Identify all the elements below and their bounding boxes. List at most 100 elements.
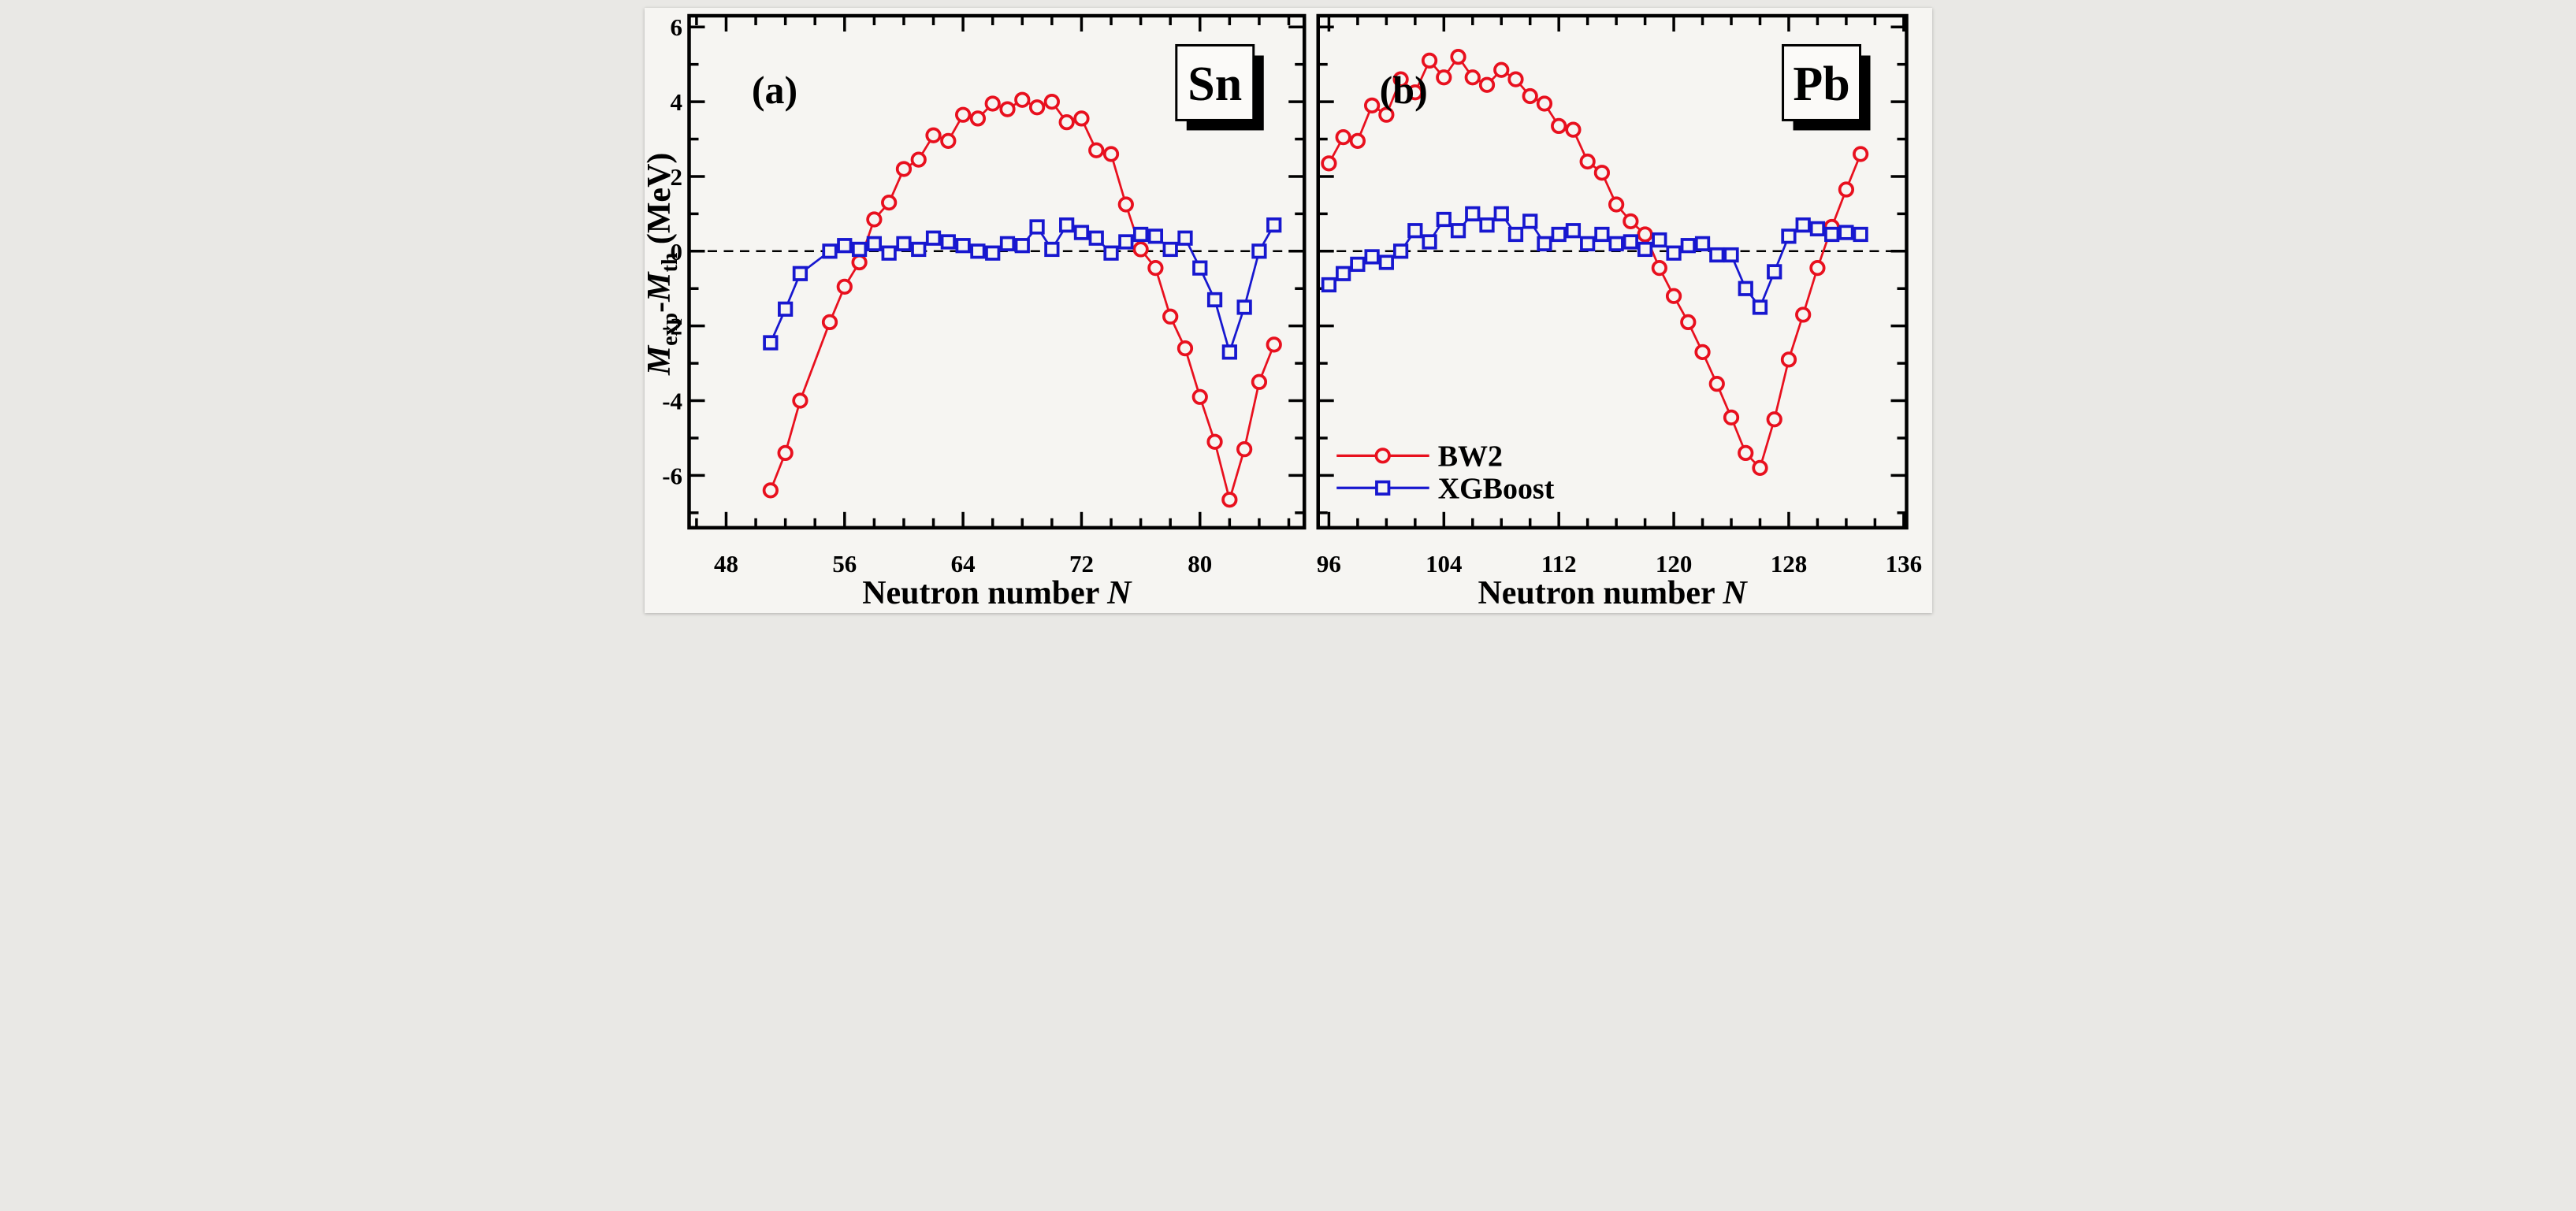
data-point-circle (1176, 340, 1193, 357)
data-point-square (1623, 234, 1638, 250)
data-point-square (1551, 226, 1567, 243)
element-box: Pb (1781, 43, 1871, 131)
data-point-square (1132, 226, 1148, 243)
data-point-square (1593, 226, 1610, 243)
data-point-circle (1693, 344, 1711, 360)
x-tick-label: 112 (1541, 550, 1576, 578)
data-point-circle (1723, 409, 1739, 425)
data-point-circle (836, 278, 853, 295)
x-tick-label: 104 (1426, 550, 1462, 578)
data-point-square (1738, 280, 1753, 296)
data-point-circle (1550, 117, 1567, 135)
data-point-circle (1043, 93, 1060, 110)
data-point-circle (1251, 373, 1267, 390)
legend-item-bw2: BW2 (1336, 440, 1502, 473)
y-tick-label: 6 (670, 13, 682, 41)
data-point-square (1493, 206, 1509, 221)
data-point-square (1349, 256, 1366, 273)
data-point-square (1378, 254, 1394, 270)
data-point-circle (1708, 376, 1725, 392)
data-point-square (881, 245, 897, 261)
data-point-circle (1766, 411, 1782, 428)
data-point-circle (1377, 106, 1394, 123)
series-xgboost (762, 217, 1281, 360)
data-point-square (1236, 299, 1252, 315)
data-point-circle (910, 151, 927, 168)
data-point-circle (1206, 433, 1223, 450)
y-tick-label: 2 (670, 163, 682, 191)
data-point-square (999, 236, 1015, 251)
two-panel-mass-residual-chart: 48 56 64 72 80 -6 -4 -2 0 2 4 6 (a) Sn Neutron number … (644, 8, 1932, 614)
y-tick-label: -4 (662, 388, 682, 415)
data-point-circle (1478, 76, 1495, 93)
data-point-square (1321, 277, 1336, 293)
data-point-square (1708, 247, 1724, 263)
data-point-square (1795, 217, 1811, 233)
data-point-circle (1808, 260, 1826, 277)
data-point-circle (984, 95, 1001, 112)
data-point-circle (1058, 114, 1075, 131)
data-point-square (1752, 299, 1768, 315)
data-point-circle (850, 254, 868, 271)
x-tick-label: 80 (1188, 550, 1212, 578)
y-axis-title: Mexp-Mth (MeV) (645, 153, 682, 377)
data-point-square (969, 243, 986, 259)
data-point-square (1536, 236, 1552, 251)
data-point-circle (1421, 52, 1437, 69)
data-point-circle (1737, 444, 1753, 462)
data-point-square (1421, 234, 1437, 250)
x-axis-title: Neutron number N (862, 575, 1132, 611)
data-point-circle (1013, 91, 1030, 108)
panel-corner-label: (b) (1379, 68, 1427, 112)
tick-marks (688, 15, 1304, 528)
data-point-square (1073, 225, 1089, 240)
data-point-circle (1162, 308, 1178, 325)
data-point-square (1680, 238, 1696, 254)
data-point-circle (1435, 69, 1452, 86)
data-point-square (1147, 228, 1163, 244)
data-point-circle (1132, 241, 1149, 258)
data-point-circle (1236, 441, 1252, 458)
data-point-square (984, 245, 1000, 261)
data-point-square (836, 238, 852, 254)
data-point-square (1780, 228, 1797, 244)
data-point-circle (1794, 306, 1811, 323)
data-point-square (955, 238, 971, 254)
element-box-frame (1174, 43, 1255, 121)
data-point-circle (1464, 69, 1481, 86)
data-point-square (1407, 223, 1422, 239)
data-point-circle (1191, 388, 1208, 405)
data-point-square (1266, 217, 1281, 233)
data-point-square (1436, 211, 1452, 228)
y-tick-label: -2 (662, 313, 682, 340)
data-point-circle (1838, 181, 1854, 198)
element-box: Sn (1174, 43, 1264, 131)
x-tick-label: 56 (832, 550, 857, 578)
data-point-square (1058, 217, 1074, 233)
data-point-circle (1102, 146, 1119, 162)
element-label: Pb (1793, 58, 1849, 111)
data-point-square (1014, 238, 1030, 254)
axes-frame (686, 13, 1306, 530)
series-bw2 (762, 91, 1282, 508)
data-point-circle (969, 110, 986, 127)
data-point-square (1723, 247, 1739, 263)
data-point-circle (1072, 110, 1090, 127)
data-point-circle (1335, 129, 1351, 146)
y-tick-label: 0 (670, 238, 682, 266)
data-point-circle (1622, 213, 1638, 229)
data-point-square (1043, 241, 1059, 258)
data-point-circle (924, 127, 942, 143)
data-point-square (1579, 236, 1595, 251)
panel-b: 96 104 112 120 128 136 (b) Pb Neutron number N (1315, 13, 1922, 611)
data-point-square (1364, 249, 1380, 265)
element-box-frame (1781, 43, 1861, 121)
x-tick-label: 128 (1770, 550, 1806, 578)
x-axis-title: Neutron number N (1478, 575, 1748, 611)
x-tick-label: 120 (1655, 550, 1691, 578)
data-point-circle (1349, 132, 1366, 150)
data-point-circle (1147, 260, 1164, 277)
data-point-circle (998, 101, 1016, 117)
x-tick-label: 48 (713, 550, 738, 578)
data-point-circle (1221, 492, 1237, 508)
